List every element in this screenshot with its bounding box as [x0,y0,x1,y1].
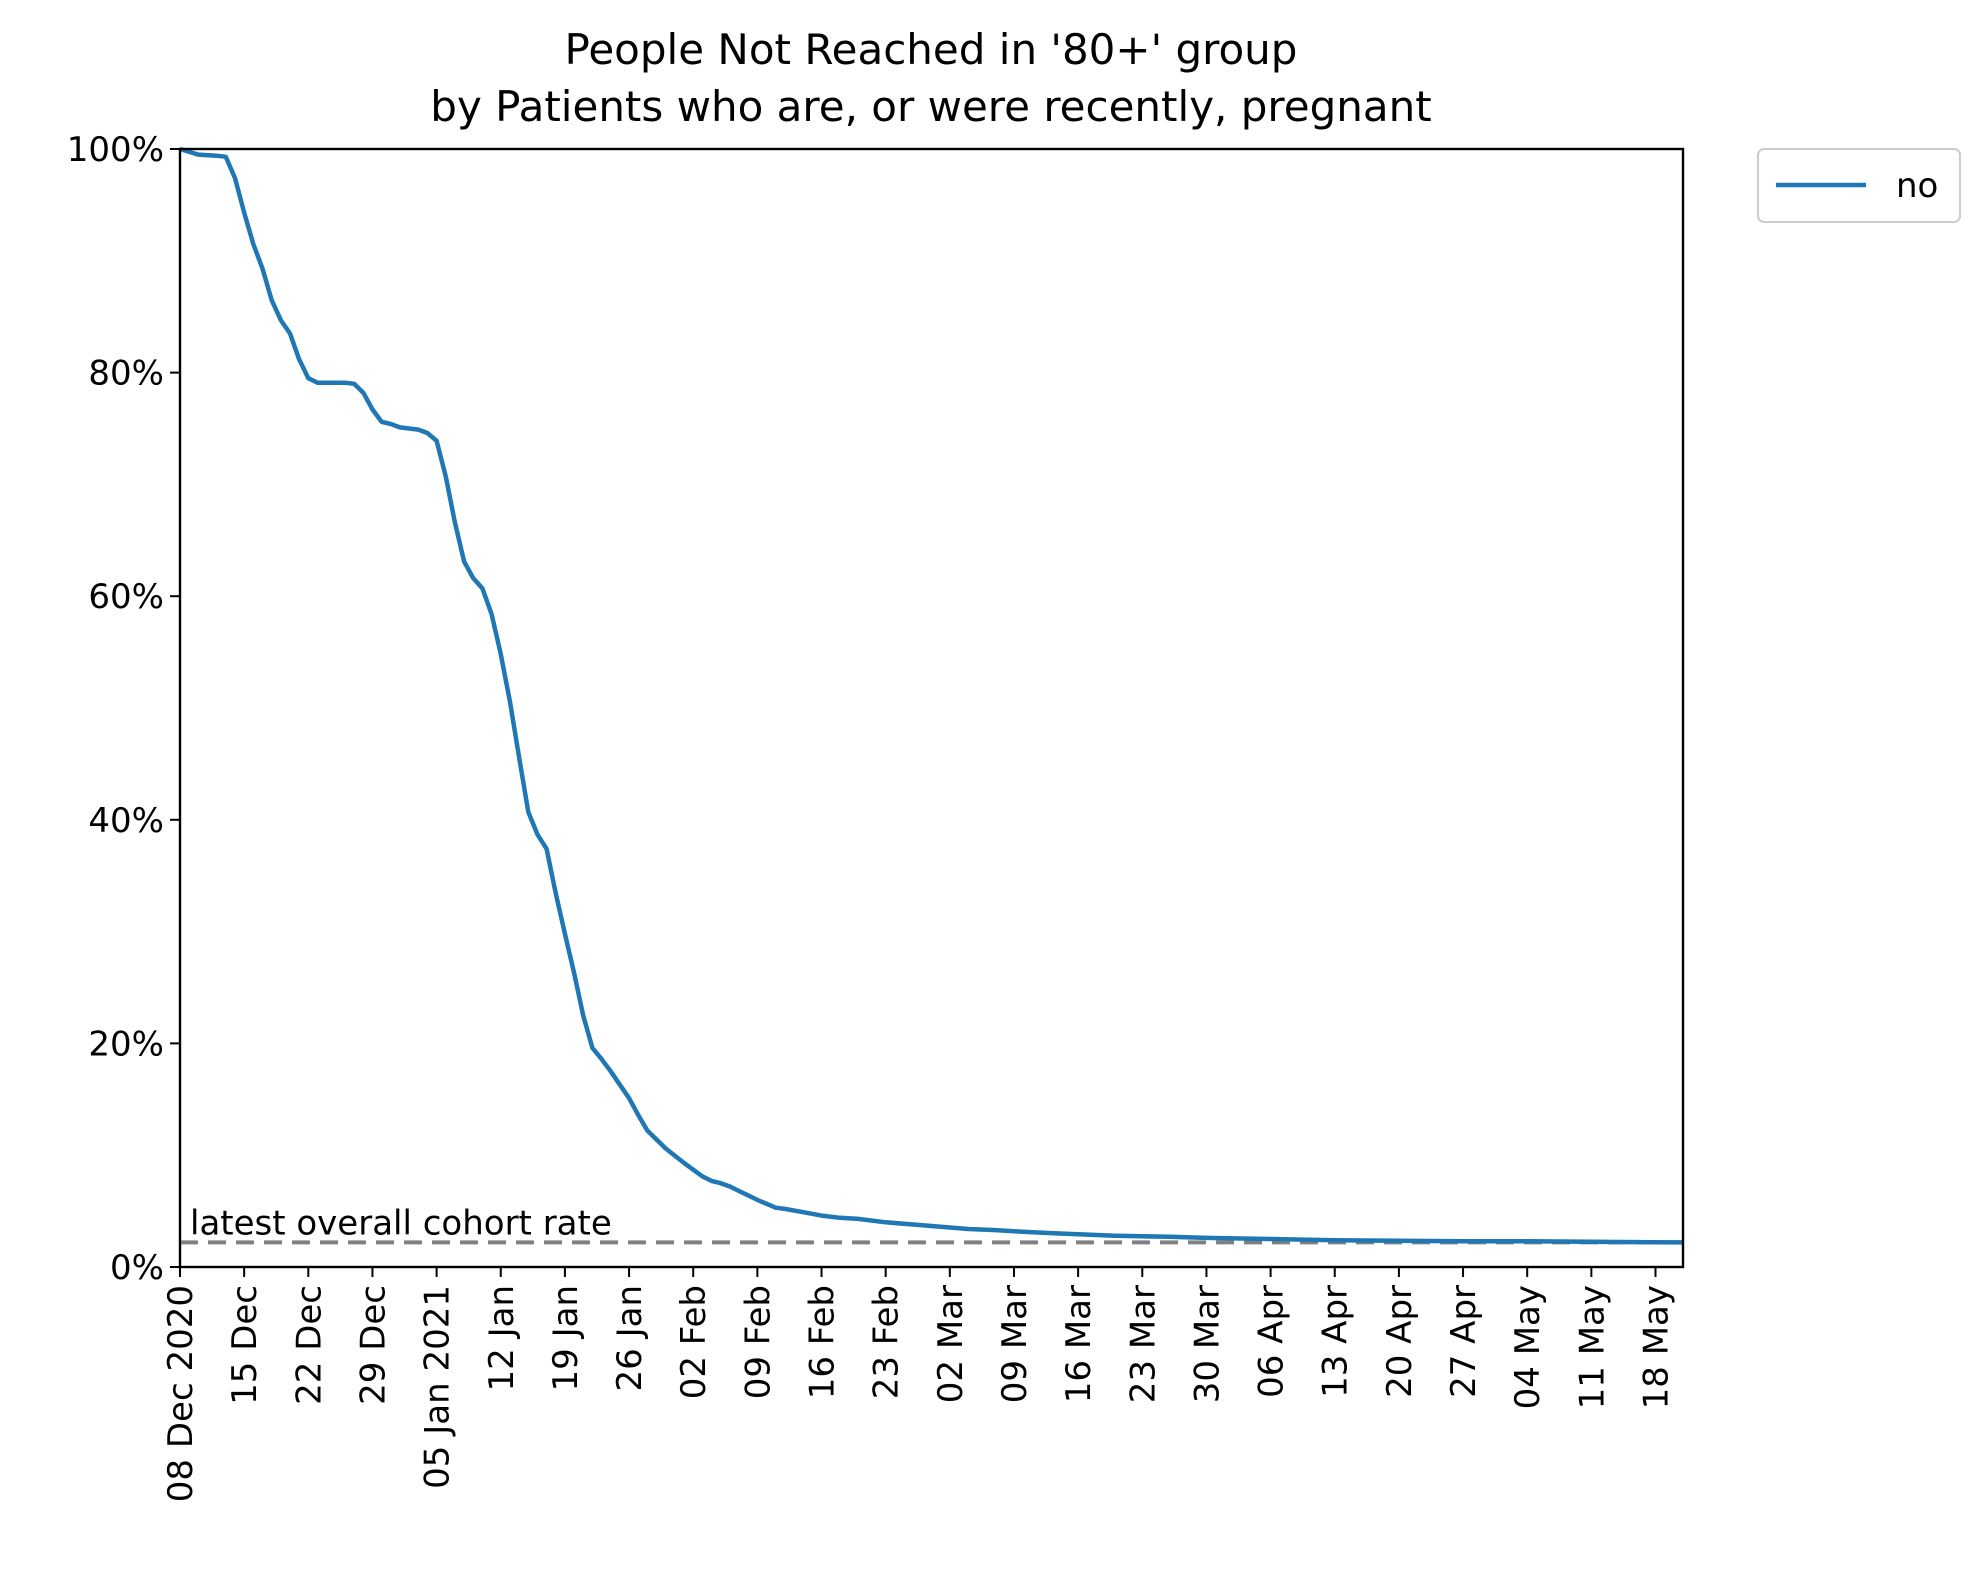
x-tick-label: 18 May [1637,1285,1677,1409]
x-tick-label: 22 Dec [289,1285,329,1405]
x-axis: 08 Dec 2020 15 Dec 22 Dec 29 Dec 05 Jan 2021… [161,1267,1677,1502]
legend-label-no: no [1896,166,1938,206]
reference-layer: latest overall cohort rate [180,1203,1683,1245]
x-tick-label: 04 May [1508,1285,1548,1409]
x-tick-label: 23 Feb [867,1285,907,1399]
x-tick-label: 11 May [1572,1285,1612,1409]
x-tick-label: 29 Dec [353,1285,393,1405]
chart-title-line-2: by Patients who are, or were recently, p… [430,82,1431,131]
x-tick-label: 02 Mar [931,1285,971,1403]
x-tick-label: 26 Jan [610,1285,650,1391]
x-tick-label: 15 Dec [225,1285,265,1405]
y-tick-label: 40% [88,801,164,841]
chart-title-line-1: People Not Reached in '80+' group [565,25,1298,74]
y-tick-label: 60% [88,577,164,617]
x-tick-label: 05 Jan 2021 [418,1285,458,1489]
x-tick-label: 08 Dec 2020 [161,1285,201,1502]
x-tick-label: 12 Jan [482,1285,522,1391]
x-tick-label: 02 Feb [674,1285,714,1399]
series-line-no [179,146,1684,1245]
y-tick-label: 80% [88,354,164,394]
y-tick-label: 100% [67,130,164,170]
plot-area-frame [178,147,1685,1269]
x-tick-label: 09 Mar [995,1285,1035,1403]
series-layer [179,146,1684,1245]
x-tick-label: 27 Apr [1444,1285,1484,1398]
y-tick-label: 20% [88,1024,164,1064]
x-tick-label: 16 Feb [803,1285,843,1399]
x-tick-label: 06 Apr [1252,1285,1292,1398]
x-tick-label: 20 Apr [1380,1285,1420,1398]
x-tick-label: 30 Mar [1187,1285,1227,1403]
y-axis: 0% 20% 40% 60% 80% 100% [67,130,180,1288]
y-tick-label: 0% [110,1248,164,1288]
x-tick-label: 09 Feb [738,1285,778,1399]
x-tick-label: 19 Jan [546,1285,586,1391]
x-tick-label: 23 Mar [1123,1285,1163,1403]
reference-line-label: latest overall cohort rate [190,1203,612,1243]
x-tick-label: 16 Mar [1059,1285,1099,1403]
x-tick-label: 13 Apr [1316,1285,1356,1398]
legend: no [1757,148,1961,223]
